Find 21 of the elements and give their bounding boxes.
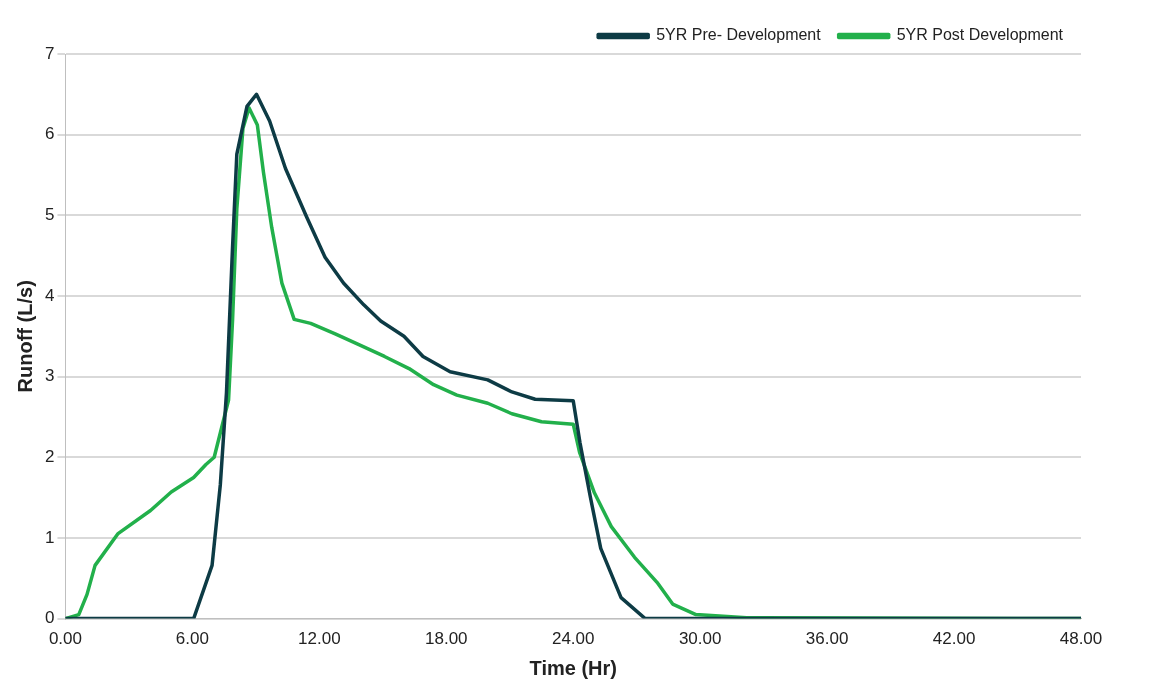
legend-label: 5YR Pre- Development xyxy=(656,26,822,44)
x-tick-label: 18.00 xyxy=(425,629,468,649)
x-tick-label: 30.00 xyxy=(678,629,722,649)
x-tick-label: 0.00 xyxy=(48,629,82,649)
y-tick-label: 5 xyxy=(44,205,55,224)
y-tick-label: 0 xyxy=(44,608,55,628)
y-tick-label: 6 xyxy=(44,124,55,144)
x-axis-title: Time (Hr) xyxy=(529,656,617,679)
y-tick-label: 4 xyxy=(44,285,55,305)
x-tick-label: 24.00 xyxy=(551,629,595,649)
x-tick-label: 36.00 xyxy=(805,629,849,649)
x-tick-label: 42.00 xyxy=(932,629,976,649)
y-tick-label: 3 xyxy=(44,366,55,386)
legend-label: 5YR Post Development xyxy=(896,26,1064,44)
x-tick-label: 12.00 xyxy=(298,629,341,649)
x-tick-label: 6.00 xyxy=(175,629,209,649)
x-tick-label: 48.00 xyxy=(1059,629,1103,649)
y-tick-label: 1 xyxy=(44,527,55,547)
y-tick-label: 7 xyxy=(44,43,55,63)
y-tick-label: 2 xyxy=(44,446,55,466)
y-axis-title: Runoff (L/s) xyxy=(13,280,36,393)
